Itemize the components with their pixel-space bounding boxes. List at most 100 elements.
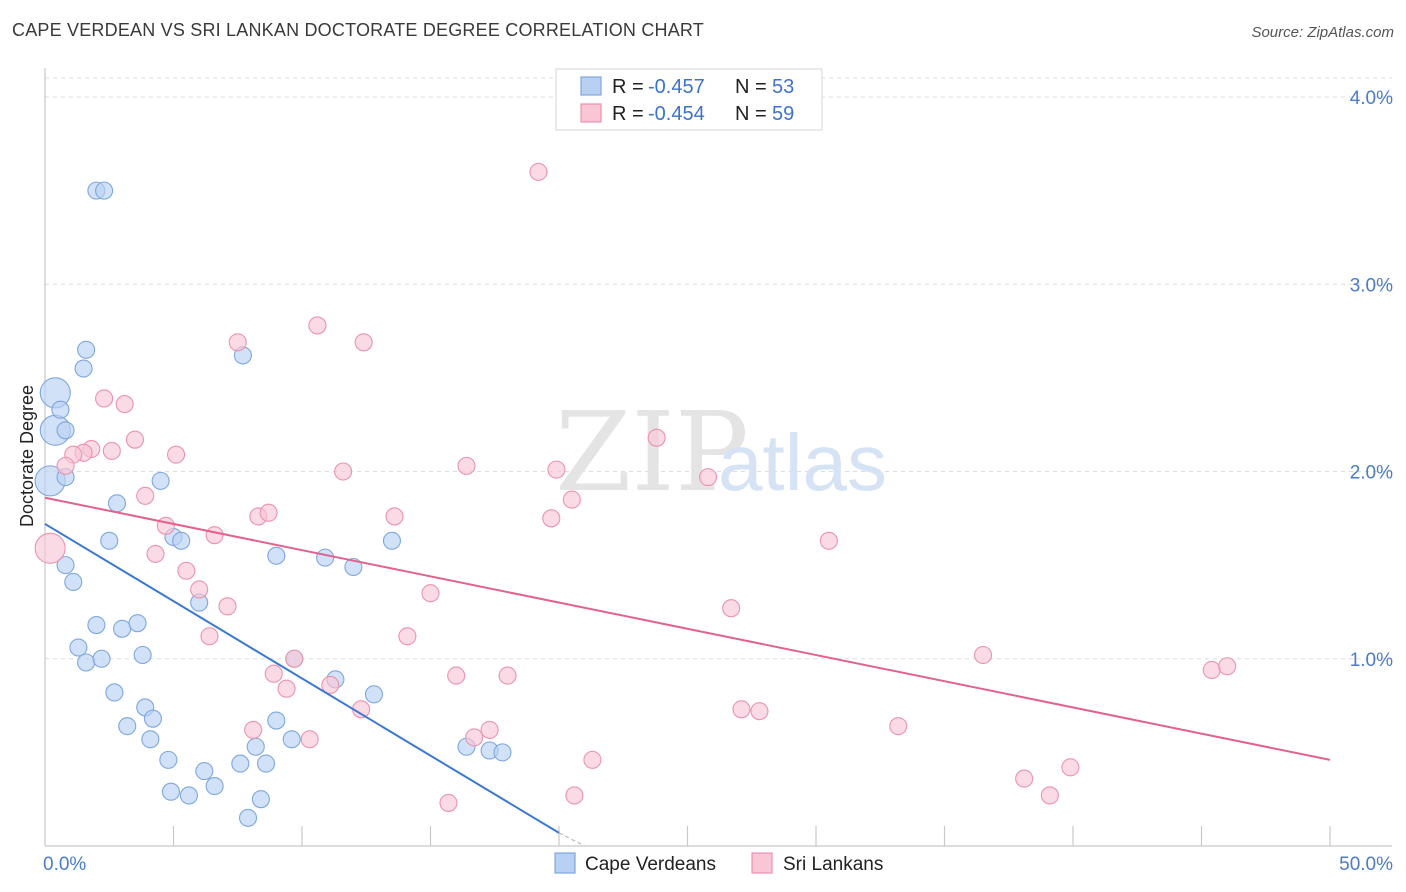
point-pink-4: [95, 389, 114, 408]
point-blue-19: [267, 546, 286, 565]
watermark-zip: ZIP: [555, 388, 749, 516]
legend-n-value-1: 53: [772, 76, 794, 98]
legend-r-label-1: R =: [612, 76, 644, 98]
point-pink-13: [334, 462, 353, 481]
point-pink-23: [542, 509, 561, 528]
point-pink-38: [277, 679, 296, 698]
x-tick-label-0: 0.0%: [43, 854, 86, 875]
gridlines: [45, 77, 1392, 660]
point-pink-44: [1218, 657, 1237, 676]
point-pink-52: [889, 717, 908, 736]
point-pink-33: [819, 531, 838, 550]
point-blue-1: [95, 181, 114, 200]
point-pink-22: [385, 507, 404, 526]
y-tick-label-1: 1.0%: [1350, 650, 1393, 671]
point-blue-16: [56, 556, 75, 575]
point-pink-50: [732, 700, 751, 719]
point-pink-58: [1040, 786, 1059, 805]
point-pink-12: [56, 456, 75, 475]
legend-swatch-blue: [580, 76, 602, 96]
point-pink-25: [205, 526, 224, 545]
point-blue-12: [100, 531, 119, 550]
point-blue-35: [143, 709, 162, 728]
point-pink-56: [1015, 769, 1034, 788]
point-pink-54: [565, 786, 584, 805]
point-pink-37: [264, 664, 283, 683]
point-pink-19: [562, 490, 581, 509]
series-legend-swatch-blue: [554, 852, 576, 874]
point-pink-29: [190, 580, 209, 599]
point-pink-17: [699, 468, 718, 487]
point-pink-51: [750, 702, 769, 721]
point-pink-48: [465, 728, 484, 747]
point-pink-26: [34, 532, 66, 564]
point-pink-55: [439, 793, 458, 812]
point-pink-39: [321, 675, 340, 695]
point-pink-36: [285, 649, 304, 668]
point-blue-7: [77, 340, 96, 359]
point-blue-52: [238, 808, 258, 827]
point-blue-38: [159, 750, 178, 769]
trend-line-pink: [44, 496, 1331, 761]
point-pink-14: [457, 456, 476, 475]
point-blue-29: [133, 645, 152, 665]
point-pink-5: [115, 395, 134, 414]
point-pink-1: [308, 316, 327, 335]
point-blue-40: [231, 754, 250, 773]
point-pink-2: [354, 333, 373, 352]
point-pink-11: [167, 445, 186, 464]
point-blue-8: [74, 359, 93, 378]
point-pink-30: [218, 597, 237, 616]
point-pink-34: [200, 627, 219, 646]
point-pink-57: [1061, 758, 1080, 777]
legend-r-label-2: R =: [612, 103, 644, 125]
point-blue-41: [246, 737, 265, 756]
point-pink-49: [480, 720, 499, 739]
legend-n-label-1: N =: [735, 76, 767, 98]
point-pink-16: [647, 428, 666, 447]
legend-r-value-2: -0.454: [648, 103, 705, 125]
point-blue-32: [364, 685, 384, 704]
point-blue-17: [64, 572, 83, 592]
point-pink-41: [498, 666, 517, 685]
point-pink-18: [136, 486, 155, 505]
point-pink-31: [421, 584, 440, 603]
point-pink-42: [973, 645, 993, 665]
y-axis-label: Doctorate Degree: [17, 385, 37, 527]
y-tick-label-3: 3.0%: [1350, 275, 1393, 296]
point-blue-26: [69, 638, 88, 657]
point-blue-5: [51, 400, 70, 419]
point-blue-51: [251, 790, 270, 809]
point-blue-24: [113, 619, 132, 638]
data-points: [34, 162, 1237, 827]
point-pink-47: [300, 730, 319, 749]
point-blue-33: [105, 683, 124, 702]
series-legend: Cape Verdeans Sri Lankans: [554, 852, 883, 875]
point-pink-0: [529, 162, 548, 181]
source-attribution: Source: ZipAtlas.com: [1251, 24, 1394, 41]
legend-swatch-pink: [580, 103, 602, 123]
point-blue-49: [179, 786, 198, 805]
trend-lines: [44, 496, 1331, 847]
point-blue-23: [87, 615, 106, 635]
legend-r-value-1: -0.457: [648, 76, 705, 98]
point-blue-44: [282, 730, 301, 749]
trend-line-blue: [44, 523, 560, 834]
y-tick-label-4: 4.0%: [1350, 88, 1393, 109]
point-pink-21: [259, 503, 278, 522]
point-blue-50: [205, 777, 224, 796]
legend-n-value-2: 59: [772, 103, 794, 125]
legend-n-label-2: N =: [735, 103, 767, 125]
series-legend-swatch-pink: [751, 852, 773, 874]
trend-line-blue-extension: [558, 832, 585, 847]
series-legend-label-2: Sri Lankans: [783, 854, 883, 875]
point-pink-32: [722, 599, 741, 618]
point-blue-6: [56, 421, 75, 440]
point-blue-20: [316, 548, 335, 567]
point-blue-42: [256, 754, 276, 773]
chart-title: CAPE VERDEAN VS SRI LANKAN DOCTORATE DEG…: [12, 20, 704, 40]
correlation-legend: R = -0.457 N = 53 R = -0.454 N = 59: [555, 68, 823, 131]
point-blue-37: [141, 730, 160, 749]
tick-labels: 1.0% 2.0% 3.0% 4.0% 0.0% 50.0%: [43, 88, 1393, 875]
